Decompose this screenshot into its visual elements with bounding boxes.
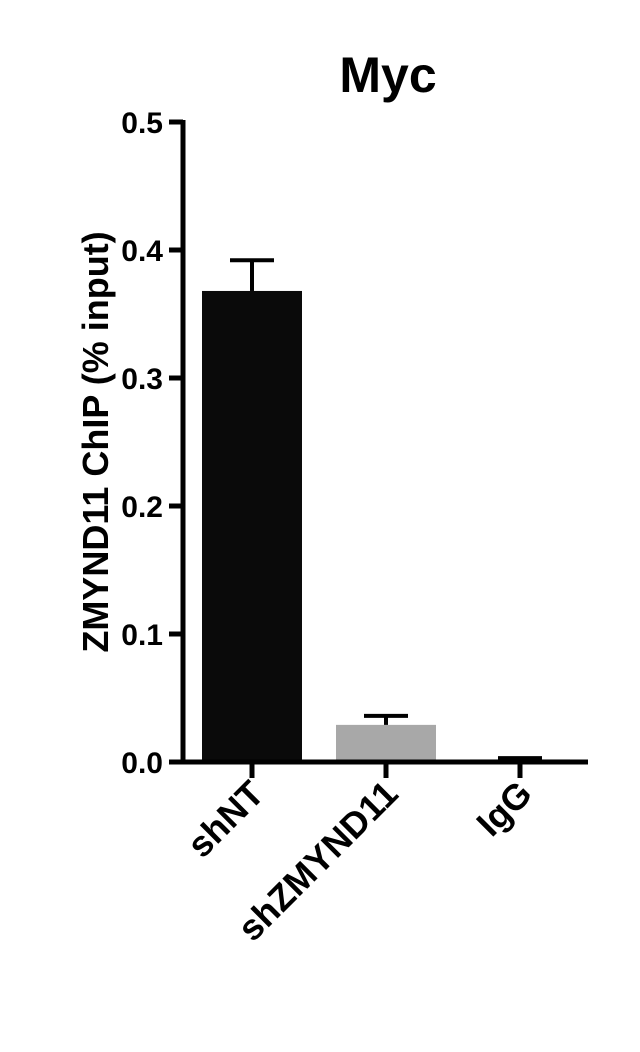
y-tick-label: 0.4 xyxy=(121,235,163,268)
x-tick-label-shNT: shNT xyxy=(179,773,272,866)
y-tick-label: 0.3 xyxy=(121,363,163,396)
y-axis-label: ZMYND11 ChIP (% input) xyxy=(75,231,116,652)
bar-shZMYND11 xyxy=(336,724,436,762)
x-tick-label-IgG: IgG xyxy=(468,773,539,844)
y-tick-label: 0.0 xyxy=(121,747,163,780)
bar-shNT xyxy=(202,290,302,762)
y-tick-label: 0.2 xyxy=(121,491,163,524)
error-bar-shNT xyxy=(230,258,274,291)
y-tick-label: 0.1 xyxy=(121,619,163,652)
y-tick-label: 0.5 xyxy=(121,107,163,140)
chart-title: Myc xyxy=(339,47,436,103)
error-bar-shZMYND11 xyxy=(364,713,408,725)
error-bar-IgG xyxy=(498,756,542,761)
